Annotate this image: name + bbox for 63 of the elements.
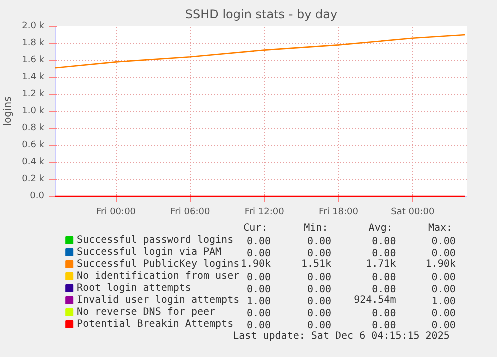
- legend-label: Successful password logins: [77, 235, 234, 246]
- y-tick-label: 1.8 k: [22, 38, 46, 48]
- text: 0.00: [307, 248, 332, 260]
- legend-label: Root login attempts: [77, 283, 192, 294]
- y-tick-label: 2.0 k: [22, 22, 46, 32]
- text: 0.00: [246, 236, 272, 248]
- text: 1.90k: [240, 259, 272, 270]
- y-tick-label: 0.0: [30, 192, 45, 202]
- chart-title: SSHD login stats - by day: [185, 8, 338, 22]
- y-tick-label: 0.8 k: [22, 124, 46, 134]
- y-axis-title: logins: [3, 96, 14, 126]
- text: 0.00: [372, 248, 396, 260]
- text: Last update: Sat Dec 6 04:15:15 2025: [233, 331, 450, 342]
- legend-label: No reverse DNS for peer: [77, 307, 216, 318]
- text: 0.00: [246, 272, 272, 284]
- x-tick-label: Fri 12:00: [244, 208, 285, 218]
- text: 1.00: [432, 296, 456, 308]
- y-tick-label: 1.6 k: [22, 56, 46, 66]
- text: 0.00: [372, 308, 396, 320]
- x-tick-label: Fri 00:00: [96, 208, 136, 218]
- legend-label: Successful login via PAM: [77, 247, 222, 258]
- y-tick-label: 0.2 k: [22, 174, 46, 184]
- legend-label: Invalid user login attempts: [77, 295, 240, 306]
- text: 924.54m: [354, 295, 396, 306]
- text: 0.00: [246, 320, 272, 332]
- x-tick-label: Sat 00:00: [391, 208, 435, 218]
- y-tick-label: 1.2 k: [22, 90, 46, 100]
- text: 0.00: [372, 272, 396, 284]
- text: 1.00: [246, 296, 272, 308]
- text: Avg:: [368, 223, 393, 234]
- text: 0.00: [307, 320, 332, 332]
- legend-label: No identification from user: [77, 271, 240, 282]
- text: Cur:: [244, 223, 268, 234]
- text: 0.00: [246, 248, 272, 260]
- text: 0.00: [432, 320, 456, 332]
- legend-label: Successful PublicKey logins: [77, 259, 240, 270]
- text: 0.00: [246, 284, 272, 296]
- text: 1.90k: [426, 259, 456, 270]
- text: 0.00: [307, 296, 332, 308]
- text: 1.51k: [301, 259, 332, 270]
- y-tick-label: 0.4 k: [22, 158, 46, 168]
- text: 0.00: [372, 320, 396, 332]
- text: 0.00: [307, 272, 332, 284]
- text: 0.00: [432, 236, 456, 248]
- text: 1.71k: [366, 259, 396, 270]
- text: 0.00: [432, 248, 456, 260]
- text: 0.00: [307, 308, 332, 320]
- text: 0.00: [432, 284, 456, 296]
- y-tick-label: 1.4 k: [22, 72, 46, 82]
- text: 0.00: [432, 272, 456, 284]
- legend-label: Potential Breakin Attempts: [77, 319, 234, 330]
- x-tick-label: Fri 06:00: [170, 208, 210, 218]
- y-tick-label: 1.0 k: [22, 106, 46, 116]
- x-tick-label: Fri 18:00: [318, 208, 359, 218]
- text: Max:: [428, 223, 453, 234]
- text: Min:: [304, 223, 328, 234]
- text: 0.00: [307, 236, 332, 248]
- text: 0.00: [432, 308, 456, 320]
- text: 0.00: [246, 308, 272, 320]
- text: 0.00: [307, 284, 332, 296]
- y-tick-label: 0.6 k: [22, 140, 46, 150]
- text: 0.00: [372, 284, 396, 296]
- text: 0.00: [372, 236, 396, 248]
